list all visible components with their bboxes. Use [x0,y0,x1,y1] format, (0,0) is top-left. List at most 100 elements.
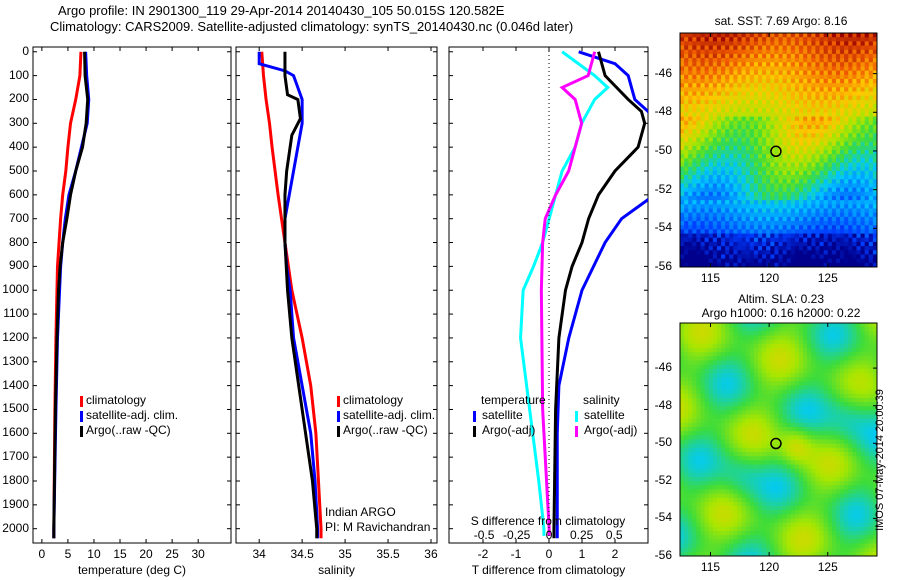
map-cell [770,175,775,180]
map-cell [741,78,747,84]
map-cell [848,66,853,72]
map-cell [700,66,706,72]
map-cell [725,83,730,88]
map-cell [778,522,784,528]
map-cell [774,179,779,184]
map-cell [721,87,726,92]
map-cell [725,481,730,486]
map-cell [770,535,775,540]
map-cell [794,104,800,109]
map-cell [741,262,747,268]
map-cell [745,360,751,366]
map-cell [733,377,738,382]
map-cell [815,451,821,457]
map-cell [819,551,825,557]
map-cell [762,451,767,457]
map-cell [692,489,697,495]
map-cell [684,464,689,470]
map-cell [741,402,747,407]
map-cell [704,87,710,92]
map-cell [799,45,804,51]
map-cell [770,154,775,159]
map-cell [741,175,747,180]
map-cell [778,70,784,76]
map-cell [716,393,722,399]
map-cell [790,124,796,130]
map-cell [790,145,796,151]
map-cell [745,241,751,247]
map-cell [749,402,755,407]
map-cell [835,208,841,214]
map-cell [737,343,743,349]
map-cell [782,37,788,42]
map-cell [815,170,821,176]
map-cell [684,70,689,76]
map-cell [680,472,685,478]
map-cell [749,422,755,428]
map-cell [790,543,796,549]
map-cell [794,129,800,134]
map-cell [762,331,767,336]
map-cell [778,460,784,465]
map-cell [753,335,759,341]
map-cell [852,133,857,138]
map-cell [737,120,743,126]
map-cell [733,166,738,172]
map-cell [749,254,755,260]
map-cell [852,200,857,205]
map-cell [823,439,829,445]
map-cell [721,414,726,420]
map-cell [704,389,710,395]
map-cell [864,124,870,130]
map-cell [827,204,833,209]
map-cell [852,187,857,193]
map-cell [753,377,759,382]
map-cell [749,347,755,353]
map-cell [815,154,821,159]
map-cell [680,377,685,382]
map-cell [782,204,788,209]
map-cell [749,87,755,92]
map-cell [753,339,759,345]
map-cell [860,141,866,147]
map-cell [778,347,784,353]
map-cell [823,493,829,499]
map-cell [733,506,738,511]
map-cell [815,435,821,440]
map-cell [811,229,816,235]
map-cell [815,112,821,118]
map-cell [819,414,825,420]
map-cell [774,62,779,67]
map-cell [827,78,833,84]
map-cell [704,225,710,230]
map-cell [729,464,734,470]
map-cell [708,49,714,55]
map-cell [749,368,755,374]
map-cell [770,204,775,209]
map-cell [835,258,841,264]
map-cell [815,368,821,374]
map-cell [823,225,829,230]
map-cell [770,389,775,395]
map-cell [729,422,734,428]
map-cell [815,45,821,51]
map-cell [749,158,755,164]
map-cell [757,83,763,88]
map-cell [794,133,800,138]
map-cell [762,229,767,235]
map-cell [762,510,767,515]
map-cell [819,233,825,239]
map-cell [807,233,812,239]
map-cell [766,472,771,478]
map-cell [815,327,821,332]
map-cell [766,49,771,55]
map-cell [696,41,702,47]
map-cell [737,179,743,184]
map-cell [680,74,685,80]
map-cell [725,258,730,264]
map-cell [827,237,833,243]
map-cell [860,212,866,218]
map-cell [716,233,722,239]
map-cell [872,137,878,143]
map-cell [696,531,702,536]
